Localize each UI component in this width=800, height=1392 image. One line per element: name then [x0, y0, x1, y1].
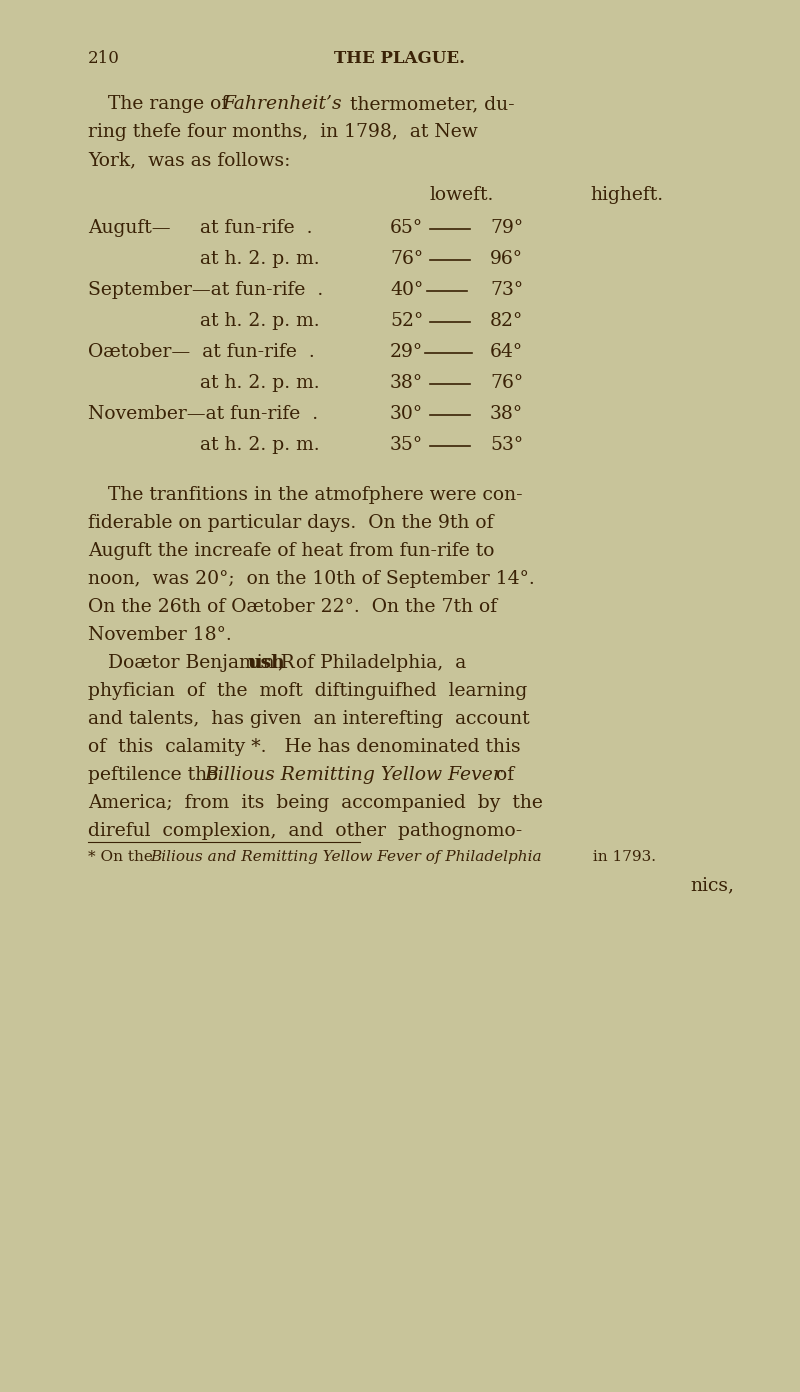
Text: Billious Remitting Yellow Fever: Billious Remitting Yellow Fever [204, 766, 502, 784]
Text: 29°: 29° [390, 342, 423, 361]
Text: higheft.: higheft. [590, 187, 663, 205]
Text: 38°: 38° [390, 374, 423, 393]
Text: at h. 2. p. m.: at h. 2. p. m. [200, 436, 320, 454]
Text: Auguft—: Auguft— [88, 219, 170, 237]
Text: 73°: 73° [490, 281, 523, 299]
Text: 38°: 38° [490, 405, 523, 423]
Text: peftilence the: peftilence the [88, 766, 224, 784]
Text: at fun-rife  .: at fun-rife . [200, 219, 313, 237]
Text: THE PLAGUE.: THE PLAGUE. [334, 50, 466, 67]
Text: * On the: * On the [88, 851, 158, 864]
Text: America;  from  its  being  accompanied  by  the: America; from its being accompanied by t… [88, 793, 543, 812]
Text: 35°: 35° [390, 436, 423, 454]
Text: in 1793.: in 1793. [588, 851, 656, 864]
Text: September—at fun-rife  .: September—at fun-rife . [88, 281, 323, 299]
Text: direful  complexion,  and  other  pathognomo-: direful complexion, and other pathognomo… [88, 823, 522, 839]
Text: 76°: 76° [490, 374, 523, 393]
Text: On the 26th of Oætober 22°.  On the 7th of: On the 26th of Oætober 22°. On the 7th o… [88, 599, 497, 617]
Text: ush: ush [248, 654, 286, 672]
Text: The tranfitions in the atmofphere were con-: The tranfitions in the atmofphere were c… [108, 486, 522, 504]
Text: November 18°.: November 18°. [88, 626, 232, 644]
Text: 52°: 52° [390, 312, 423, 330]
Text: nics,: nics, [690, 876, 734, 894]
Text: 65°: 65° [390, 219, 423, 237]
Text: 79°: 79° [490, 219, 523, 237]
Text: thermometer, du-: thermometer, du- [344, 95, 514, 113]
Text: loweft.: loweft. [430, 187, 494, 205]
Text: at h. 2. p. m.: at h. 2. p. m. [200, 251, 320, 269]
Text: phyfician  of  the  moft  diftinguifhed  learning: phyfician of the moft diftinguifhed lear… [88, 682, 527, 700]
Text: noon,  was 20°;  on the 10th of September 14°.: noon, was 20°; on the 10th of September … [88, 569, 534, 587]
Text: and talents,  has given  an interefting  account: and talents, has given an interefting ac… [88, 710, 530, 728]
Text: 64°: 64° [490, 342, 523, 361]
Text: 82°: 82° [490, 312, 523, 330]
Text: Doætor Benjamin R: Doætor Benjamin R [108, 654, 294, 672]
Text: ,  of Philadelphia,  a: , of Philadelphia, a [278, 654, 466, 672]
Text: of: of [490, 766, 514, 784]
Text: of  this  calamity *.   He has denominated this: of this calamity *. He has denominated t… [88, 738, 521, 756]
Text: 30°: 30° [390, 405, 423, 423]
Text: Auguft the increafe of heat from fun-rife to: Auguft the increafe of heat from fun-rif… [88, 541, 494, 560]
Text: ring thefe four months,  in 1798,  at New: ring thefe four months, in 1798, at New [88, 122, 478, 141]
Text: Fahrenheit’s: Fahrenheit’s [222, 95, 342, 113]
Text: at h. 2. p. m.: at h. 2. p. m. [200, 374, 320, 393]
Text: 40°: 40° [390, 281, 423, 299]
Text: 96°: 96° [490, 251, 523, 269]
Text: Oætober—  at fun-rife  .: Oætober— at fun-rife . [88, 342, 314, 361]
Text: York,  was as follows:: York, was as follows: [88, 150, 290, 168]
Text: at h. 2. p. m.: at h. 2. p. m. [200, 312, 320, 330]
Text: Bilious and Remitting Yellow Fever of Philadelphia: Bilious and Remitting Yellow Fever of Ph… [150, 851, 542, 864]
Text: November—at fun-rife  .: November—at fun-rife . [88, 405, 318, 423]
Text: 76°: 76° [390, 251, 423, 269]
Text: The range of: The range of [108, 95, 234, 113]
Text: 210: 210 [88, 50, 120, 67]
Text: fiderable on particular days.  On the 9th of: fiderable on particular days. On the 9th… [88, 514, 494, 532]
Text: 53°: 53° [490, 436, 523, 454]
